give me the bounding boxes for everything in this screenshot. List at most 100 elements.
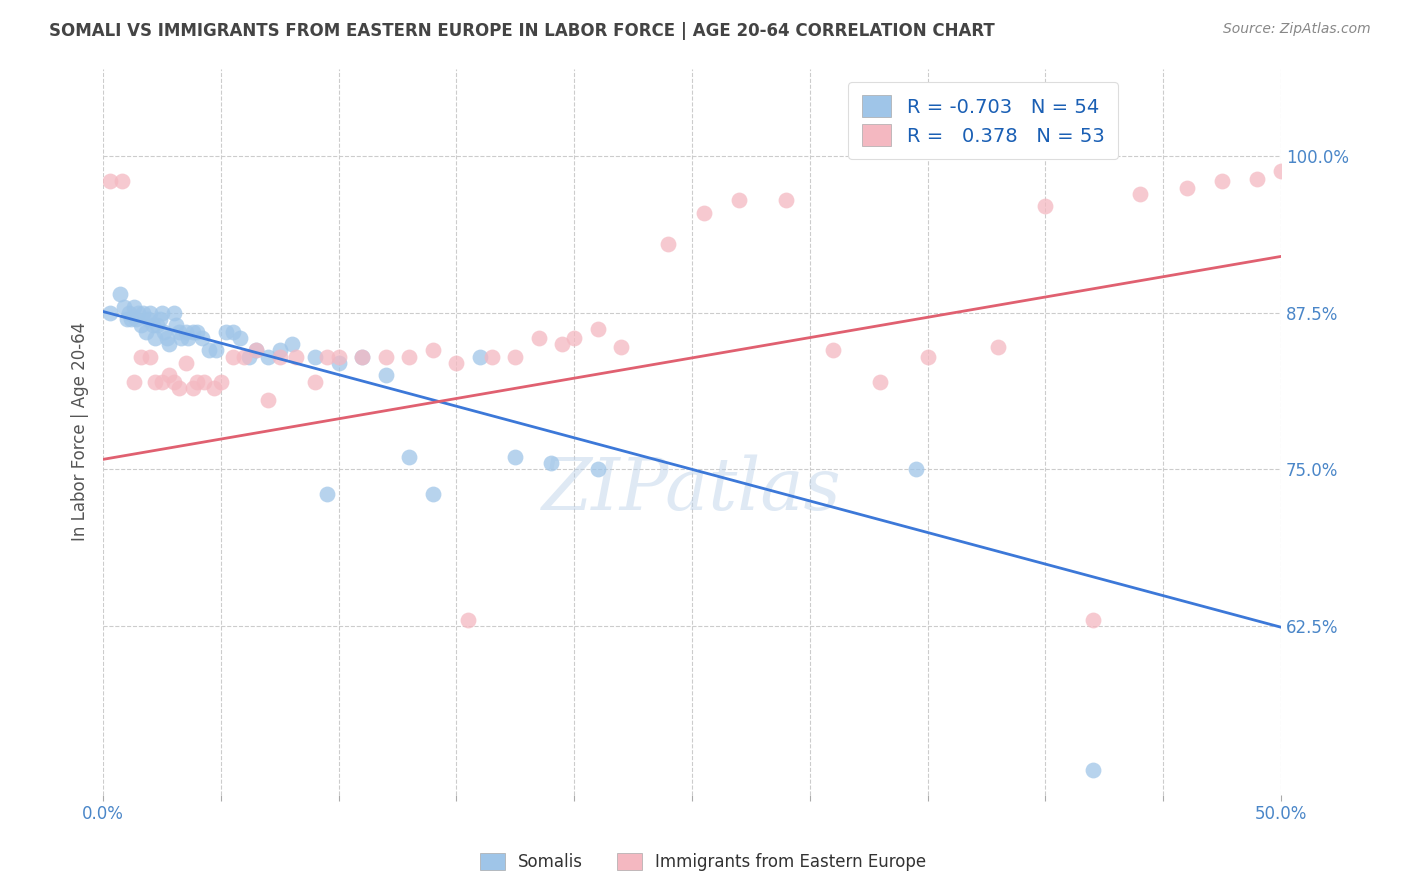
Point xyxy=(285,350,308,364)
Point xyxy=(193,375,215,389)
Point xyxy=(304,375,326,389)
Point xyxy=(163,375,186,389)
Point xyxy=(112,300,135,314)
Point xyxy=(1270,164,1292,178)
Point xyxy=(468,350,491,364)
Point xyxy=(562,331,585,345)
Point xyxy=(186,375,208,389)
Point xyxy=(422,343,444,358)
Point xyxy=(316,350,339,364)
Point xyxy=(1246,171,1268,186)
Point xyxy=(304,350,326,364)
Point xyxy=(127,306,149,320)
Point xyxy=(728,193,751,207)
Point xyxy=(132,306,155,320)
Point xyxy=(1081,763,1104,777)
Point xyxy=(233,350,256,364)
Point xyxy=(398,450,420,464)
Point xyxy=(149,312,172,326)
Point xyxy=(657,236,679,251)
Point xyxy=(505,350,527,364)
Point xyxy=(111,174,134,188)
Legend: R = -0.703   N = 54, R =   0.378   N = 53: R = -0.703 N = 54, R = 0.378 N = 53 xyxy=(848,82,1118,160)
Point xyxy=(446,356,468,370)
Point xyxy=(129,350,152,364)
Point xyxy=(869,375,891,389)
Point xyxy=(135,325,157,339)
Point xyxy=(98,174,121,188)
Point xyxy=(170,331,193,345)
Point xyxy=(108,287,131,301)
Point xyxy=(505,450,527,464)
Point xyxy=(118,306,141,320)
Point xyxy=(177,331,200,345)
Point xyxy=(98,306,121,320)
Point xyxy=(153,325,176,339)
Point xyxy=(136,312,159,326)
Point xyxy=(143,331,166,345)
Point xyxy=(202,381,225,395)
Point xyxy=(174,356,197,370)
Point xyxy=(139,306,162,320)
Point xyxy=(987,340,1010,354)
Point xyxy=(352,350,374,364)
Point xyxy=(245,343,267,358)
Point xyxy=(1129,186,1152,201)
Point xyxy=(610,340,633,354)
Point xyxy=(1175,180,1198,194)
Point xyxy=(191,331,214,345)
Point xyxy=(229,331,252,345)
Point xyxy=(1211,174,1233,188)
Point xyxy=(167,325,190,339)
Point xyxy=(129,318,152,333)
Point xyxy=(257,393,280,408)
Y-axis label: In Labor Force | Age 20-64: In Labor Force | Age 20-64 xyxy=(72,322,89,541)
Point xyxy=(457,613,479,627)
Point xyxy=(157,337,180,351)
Point xyxy=(245,343,267,358)
Point xyxy=(150,306,173,320)
Point xyxy=(586,462,609,476)
Point xyxy=(181,325,204,339)
Point xyxy=(125,312,148,326)
Point xyxy=(186,325,208,339)
Point xyxy=(917,350,939,364)
Point xyxy=(481,350,503,364)
Point xyxy=(1081,613,1104,627)
Point xyxy=(422,487,444,501)
Point xyxy=(122,300,145,314)
Point xyxy=(316,487,339,501)
Point xyxy=(157,368,180,383)
Point xyxy=(823,343,845,358)
Point xyxy=(221,350,243,364)
Point xyxy=(269,343,291,358)
Point xyxy=(150,375,173,389)
Text: SOMALI VS IMMIGRANTS FROM EASTERN EUROPE IN LABOR FORCE | AGE 20-64 CORRELATION : SOMALI VS IMMIGRANTS FROM EASTERN EUROPE… xyxy=(49,22,995,40)
Point xyxy=(122,375,145,389)
Point xyxy=(540,456,562,470)
Point xyxy=(527,331,550,345)
Point xyxy=(198,343,221,358)
Point xyxy=(143,375,166,389)
Point xyxy=(115,312,138,326)
Point xyxy=(238,350,260,364)
Point xyxy=(398,350,420,364)
Point xyxy=(209,375,232,389)
Point xyxy=(328,356,350,370)
Point xyxy=(551,337,574,351)
Point xyxy=(205,343,228,358)
Point xyxy=(374,350,396,364)
Point xyxy=(1035,199,1057,213)
Point xyxy=(221,325,243,339)
Text: ZIPatlas: ZIPatlas xyxy=(543,455,842,525)
Point xyxy=(269,350,291,364)
Point xyxy=(214,325,236,339)
Point xyxy=(139,350,162,364)
Point xyxy=(167,381,190,395)
Point xyxy=(257,350,280,364)
Point xyxy=(586,322,609,336)
Point xyxy=(775,193,797,207)
Point xyxy=(374,368,396,383)
Point xyxy=(328,350,350,364)
Point xyxy=(142,318,165,333)
